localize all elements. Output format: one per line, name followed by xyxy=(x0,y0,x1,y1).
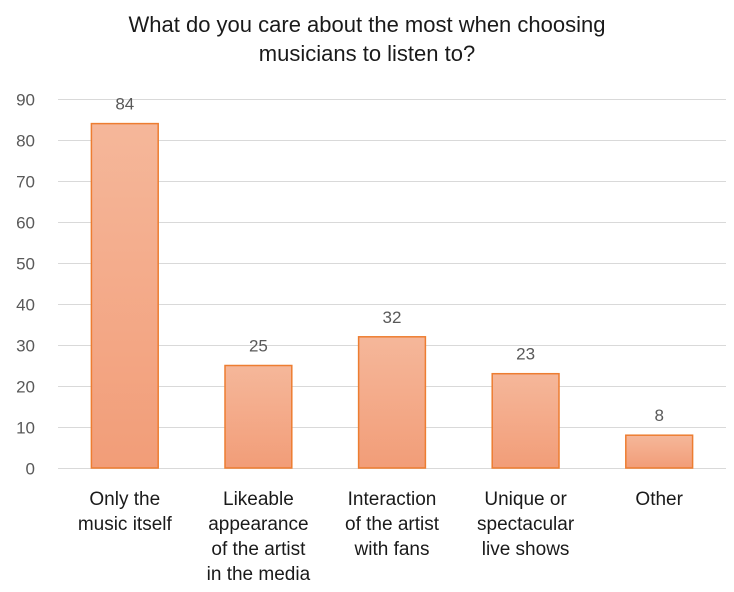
y-tick-label: 60 xyxy=(16,214,35,233)
category-labels: Only the music itself Likeable appearance of… xyxy=(78,489,684,585)
y-axis-tick-labels: 0 10 20 30 40 50 60 70 80 90 xyxy=(16,91,35,479)
category-label: Other xyxy=(635,489,683,510)
category-label-line: with fans xyxy=(354,539,430,560)
category-label: Only the music itself xyxy=(78,489,173,535)
category-label-line: music itself xyxy=(78,514,173,535)
category-label-line: Likeable xyxy=(223,489,294,510)
y-tick-label: 70 xyxy=(16,173,35,192)
category-label: Interaction of the artist with fans xyxy=(345,489,440,560)
data-label: 84 xyxy=(115,95,134,114)
category-label-line: of the artist xyxy=(345,514,440,535)
category-label-line: in the media xyxy=(207,564,311,585)
chart-title: What do you care about the most when cho… xyxy=(0,10,734,68)
y-tick-label: 10 xyxy=(16,419,35,438)
bar xyxy=(625,434,694,469)
category-label: Unique or spectacular live shows xyxy=(477,489,575,560)
y-tick-label: 30 xyxy=(16,337,35,356)
category-label-line: appearance xyxy=(208,514,308,535)
category-label: Likeable appearance of the artist in the me… xyxy=(207,489,311,585)
bar xyxy=(357,336,427,469)
bars xyxy=(90,122,694,469)
bar xyxy=(90,122,159,469)
category-label-line: Only the xyxy=(89,489,160,510)
chart-title-line-2: musicians to listen to? xyxy=(258,41,476,66)
data-label: 8 xyxy=(654,406,663,425)
bar xyxy=(224,364,293,469)
category-label-line: of the artist xyxy=(211,539,306,560)
data-label: 32 xyxy=(383,308,402,327)
y-tick-label: 0 xyxy=(26,460,35,479)
chart-title-line-1: What do you care about the most when cho… xyxy=(128,12,606,37)
y-tick-label: 40 xyxy=(16,296,35,315)
bar xyxy=(491,372,560,469)
category-label-line: live shows xyxy=(482,539,570,560)
y-tick-label: 50 xyxy=(16,255,35,274)
category-label-line: Interaction xyxy=(348,489,437,510)
y-tick-label: 80 xyxy=(16,132,35,151)
data-label: 23 xyxy=(516,345,535,364)
category-label-line: Unique or xyxy=(484,489,567,510)
data-label: 25 xyxy=(249,337,268,356)
data-labels: 84 25 32 23 8 xyxy=(115,95,664,426)
y-tick-label: 90 xyxy=(16,91,35,110)
category-label-line: spectacular xyxy=(477,514,575,535)
category-label-line: Other xyxy=(635,489,683,510)
y-tick-label: 20 xyxy=(16,378,35,397)
